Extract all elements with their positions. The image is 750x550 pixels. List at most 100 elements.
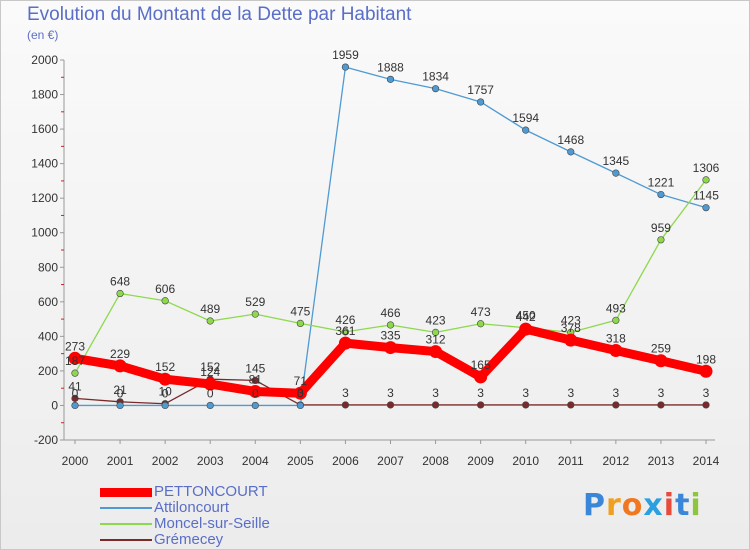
data-label: 1888: [377, 60, 404, 74]
data-point: [386, 321, 395, 329]
data-point: [386, 75, 395, 83]
data-label: 1594: [512, 111, 539, 125]
data-label: 152: [155, 360, 175, 374]
data-point: [612, 169, 620, 177]
data-label: 3: [477, 386, 484, 400]
data-label: 0: [252, 386, 259, 400]
x-tick-label: 2003: [197, 454, 224, 468]
data-label: 3: [567, 386, 574, 400]
data-label: 0: [297, 386, 304, 400]
data-label: 606: [155, 282, 175, 296]
y-tick-label: 1000: [31, 226, 58, 240]
data-point: [657, 401, 665, 409]
data-label: 312: [426, 333, 446, 347]
chart-subtitle: (en €): [27, 28, 59, 42]
data-label: 3: [387, 386, 394, 400]
data-point: [702, 176, 710, 184]
data-label: 475: [290, 304, 310, 318]
data-label: 1345: [603, 154, 630, 168]
chart-title: Evolution du Montant de la Dette par Hab…: [27, 4, 412, 25]
data-label: 442: [516, 310, 536, 324]
x-tick-label: 2010: [512, 454, 539, 468]
data-point: [251, 310, 259, 318]
y-tick-label: 200: [38, 364, 58, 378]
data-point: [702, 401, 710, 409]
data-label: 0: [207, 386, 214, 400]
y-tick-label: 1600: [31, 122, 58, 136]
data-point: [341, 401, 350, 409]
x-tick-label: 2000: [62, 454, 89, 468]
data-point: [341, 63, 350, 71]
data-point: [702, 204, 710, 212]
y-tick-label: 2000: [31, 53, 58, 67]
data-point: [296, 401, 304, 410]
data-label: 124: [200, 365, 220, 379]
data-point: [567, 401, 575, 409]
data-point: [654, 354, 668, 368]
legend-swatch: [100, 507, 152, 509]
data-label: 0: [117, 386, 124, 400]
legend-swatch: [100, 523, 152, 525]
data-label: 423: [426, 313, 446, 327]
data-label: 3: [297, 386, 304, 400]
data-label: 529: [245, 295, 265, 309]
y-tick-label: 1200: [31, 191, 58, 205]
data-point: [338, 336, 352, 350]
data-label: 145: [245, 361, 265, 375]
data-label: 81: [249, 372, 263, 386]
legend-label: Attiloncourt: [154, 499, 230, 516]
data-point: [474, 370, 488, 384]
legend-label: PETTONCOURT: [154, 483, 268, 500]
data-label: 1959: [332, 48, 359, 62]
legend-label: Grémecey: [154, 531, 224, 548]
data-label: 1757: [467, 83, 494, 97]
data-point: [612, 316, 620, 324]
x-tick-label: 2002: [152, 454, 179, 468]
data-point: [293, 386, 307, 400]
data-point: [71, 369, 79, 377]
data-label: 187: [65, 354, 85, 368]
data-point: [248, 384, 262, 398]
data-label: 648: [110, 275, 130, 289]
data-label: 21: [113, 383, 127, 397]
y-tick-label: 1400: [31, 157, 58, 171]
x-tick-label: 2005: [287, 454, 314, 468]
data-label: 3: [342, 386, 349, 400]
data-label: 493: [606, 301, 626, 315]
data-label: 335: [380, 329, 400, 343]
data-point: [161, 401, 169, 410]
data-label: 3: [613, 386, 620, 400]
data-label: 959: [651, 221, 671, 235]
logo-letter: t: [675, 488, 691, 523]
data-label: 152: [200, 360, 220, 374]
data-point: [384, 341, 397, 355]
data-label: 0: [162, 386, 169, 400]
data-label: 41: [68, 379, 82, 393]
data-point: [699, 364, 713, 378]
data-label: 378: [561, 321, 581, 335]
x-tick-label: 2006: [332, 454, 359, 468]
data-label: 165: [471, 358, 491, 372]
data-point: [519, 322, 533, 336]
logo-letter: i: [690, 488, 702, 523]
y-tick-label: 400: [38, 329, 58, 343]
data-point: [116, 289, 124, 298]
data-label: 361: [335, 324, 355, 338]
data-point: [71, 401, 79, 410]
data-label: 1306: [693, 161, 720, 175]
data-label: 3: [703, 386, 710, 400]
data-label: 473: [471, 305, 491, 319]
data-label: 229: [110, 347, 130, 361]
x-tick-label: 2013: [648, 454, 675, 468]
data-label: 318: [606, 332, 626, 346]
data-point: [429, 345, 443, 359]
x-tick-label: 2007: [377, 454, 404, 468]
data-point: [477, 320, 485, 328]
x-tick-label: 2009: [467, 454, 494, 468]
y-tick-label: 1800: [31, 88, 58, 102]
data-point: [251, 376, 259, 385]
data-label: 3: [432, 386, 439, 400]
y-tick-label: -200: [34, 433, 58, 447]
data-point: [522, 126, 530, 134]
